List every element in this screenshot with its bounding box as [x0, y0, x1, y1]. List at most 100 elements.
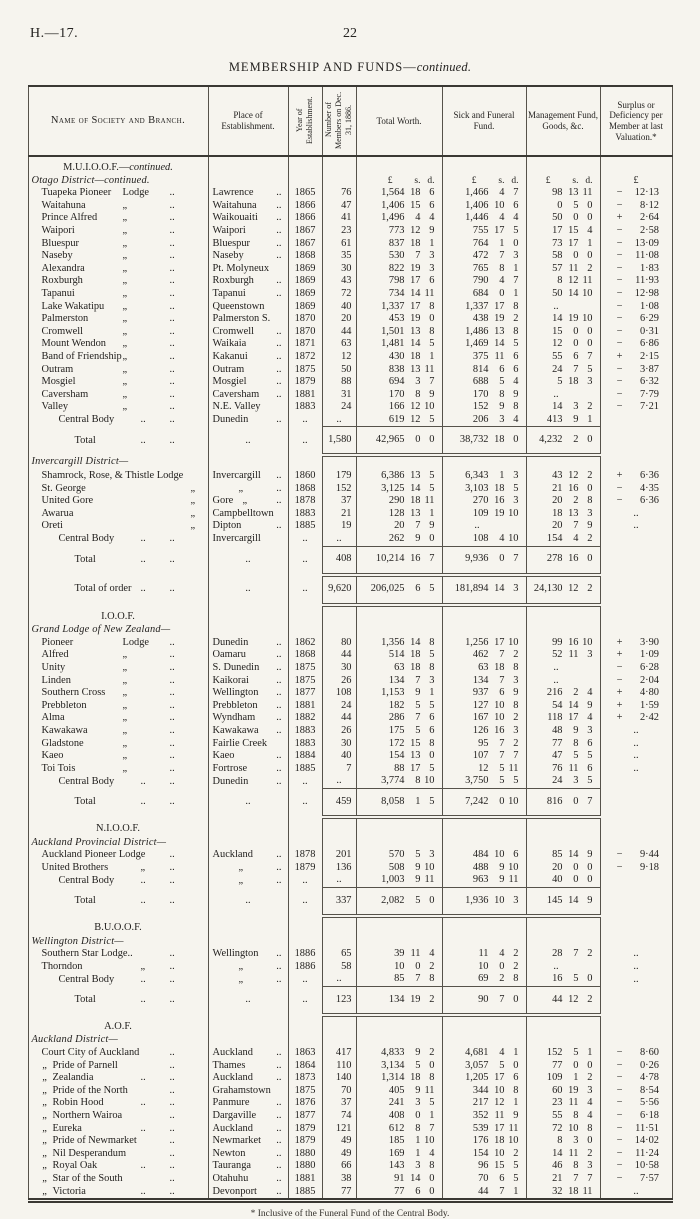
sick-fund-cell: 7,242 0 10	[441, 787, 527, 819]
pounds-value: 98	[552, 187, 563, 199]
members-cell	[321, 604, 357, 625]
shillings-value: 0	[415, 1110, 421, 1122]
sick-fund-cell: 963 9 11	[441, 874, 527, 888]
society-name: Zealandia	[52, 1072, 94, 1084]
society-name: Tuapeka Pioneer	[41, 187, 112, 199]
pence-value: 0	[429, 750, 435, 762]
management-cell: 77 8 6	[525, 737, 601, 751]
sick-fund-cell: 764 1 0	[441, 237, 527, 251]
total-worth-cell: 182 5 5	[355, 699, 443, 713]
place-dots: ..	[276, 1122, 282, 1134]
pounds-value: 14	[552, 401, 563, 413]
surplus-cell	[599, 986, 673, 1015]
pounds-value: 143	[388, 1160, 405, 1172]
year-cell: 1883	[287, 724, 323, 738]
management-cell: 54 14 9	[525, 699, 601, 713]
money-value: 154 10 2	[443, 1148, 519, 1161]
central-body-row: Central Body.... Dunedin...... 619 12 5 206 3 4…	[27, 413, 673, 427]
pence-value: 6	[513, 199, 519, 211]
surplus-cell: +2·42	[599, 712, 673, 725]
pence-value: 9	[587, 894, 593, 906]
society-name: Court City of Auckland	[41, 1047, 140, 1059]
money-value: 11 4 2	[443, 948, 518, 961]
lodge-row: Southern Star Lodge.... Wellington.. 1886 6…	[27, 948, 673, 961]
sick-fund-cell: 1,205 17 6	[441, 1072, 527, 1085]
name-ditto: „	[140, 861, 146, 873]
order-name: N.I.O.O.F.	[96, 822, 140, 834]
year-cell: ..	[287, 887, 323, 916]
society-name-cell: Gladstone „..	[27, 737, 209, 751]
shillings-value: 0	[573, 874, 579, 886]
total-worth-cell	[355, 915, 443, 936]
pence-value: 8	[429, 662, 435, 673]
members-cell: 30	[321, 262, 357, 276]
society-name-cell: Valley „..	[27, 401, 209, 414]
name-ditto: „	[122, 737, 128, 749]
pounds-value: 1,501	[381, 325, 405, 337]
total-worth-cell: 1,564 18 6	[355, 187, 443, 200]
surplus-cell: ..	[599, 520, 673, 534]
year-cell: ..	[287, 775, 323, 789]
pence-value: 0	[429, 1185, 435, 1197]
surplus-amount: 12·98	[634, 287, 659, 299]
year-cell: 1875	[287, 363, 323, 377]
pence-value: 9	[513, 388, 519, 400]
society-name-cell: Total....	[27, 887, 209, 916]
money-value: 1,936 10 3	[443, 895, 518, 908]
society-name: Victoria	[52, 1185, 86, 1197]
pence-value: 8	[429, 973, 435, 985]
society-name: Kawakawa	[41, 724, 88, 736]
total-worth-cell: 1,501 13 8	[355, 325, 443, 339]
pence-value: 8	[429, 1072, 435, 1084]
society-name: Naseby	[41, 250, 73, 262]
society-name: Total	[74, 554, 96, 566]
society-name-cell: Grand Lodge of New Zealand—	[27, 624, 209, 637]
pounds-value: 118	[547, 712, 563, 724]
money-value: 20 0 0	[527, 862, 592, 875]
pence-value: 6	[513, 849, 519, 861]
members-cell: 35	[321, 250, 357, 263]
surplus-cell: −12·98	[599, 287, 673, 301]
shillings-value: 4	[499, 533, 505, 545]
society-name-cell: „ Star of the South..	[27, 1173, 209, 1186]
society-name-cell: Prince Alfred „..	[27, 212, 209, 225]
money-value: 3,750 5 5	[443, 775, 518, 788]
members-cell: 37	[321, 495, 357, 508]
surplus-cell	[599, 574, 673, 605]
place-name: Campbelltown	[212, 507, 274, 519]
shillings-value: 0	[573, 250, 579, 262]
year-cell: 1871	[287, 338, 323, 351]
surplus-value: −4·35	[601, 483, 672, 496]
pounds-value: 278	[546, 553, 563, 565]
surplus-sign: +	[616, 470, 623, 482]
pounds-value: 375	[472, 350, 489, 362]
district-row: Grand Lodge of New Zealand—	[27, 624, 673, 637]
lodge-row: St. George „ „.. 1868 152 3,125 14 5 3,103 18 5 21 1…	[27, 482, 673, 496]
sick-fund-cell: 127 10 8	[441, 699, 527, 713]
shillings-value: 13	[410, 750, 421, 762]
surplus-cell: ..	[599, 948, 673, 961]
pence-value: 8	[513, 1084, 519, 1096]
members-cell: 337	[321, 886, 357, 918]
year-cell: 1863	[287, 1047, 323, 1060]
surplus-amount: 1·59	[639, 699, 659, 711]
shillings-value: 14	[410, 482, 421, 494]
money-value: 1,337 17 8	[443, 301, 518, 314]
shillings-value: 4	[415, 212, 421, 224]
surplus-cell	[599, 1034, 673, 1048]
money-value: 286 7 6	[357, 712, 435, 725]
shillings-value: 0	[499, 553, 505, 565]
place-cell	[207, 156, 289, 175]
society-name: Mosgiel	[41, 376, 76, 388]
society-name: Eureka	[52, 1122, 82, 1134]
members-cell: 38	[321, 1173, 357, 1186]
place-dots: ..	[276, 750, 282, 762]
surplus-value: −8·54	[601, 1085, 672, 1098]
shillings-value: 9	[573, 724, 579, 736]
place-cell: Waipori..	[207, 224, 289, 238]
sick-fund-cell: 152 9 8	[441, 401, 527, 414]
society-name-cell: „ Pride of Parnell..	[27, 1059, 209, 1073]
money-value: 798 17 6	[357, 275, 435, 288]
pence-value: 6	[429, 199, 435, 211]
pence-value: 3	[513, 470, 519, 482]
